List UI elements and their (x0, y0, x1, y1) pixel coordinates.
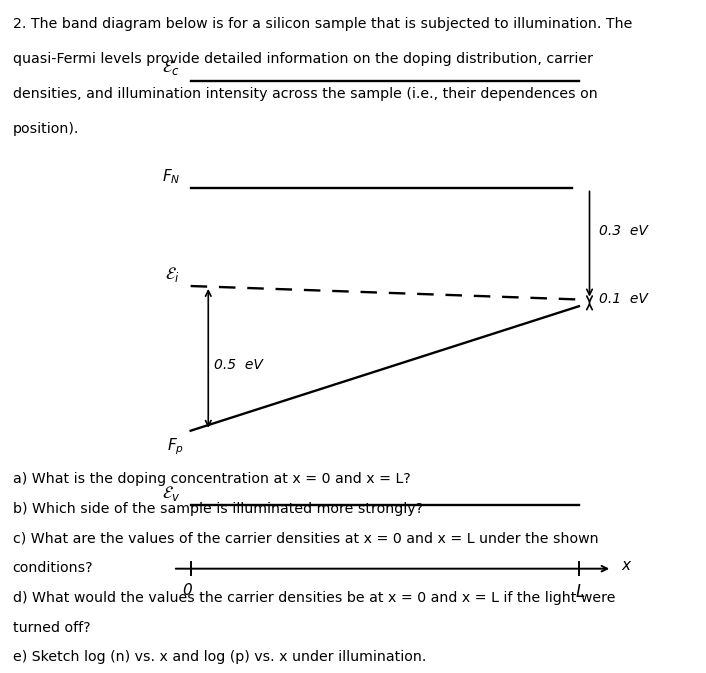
Text: c) What are the values of the carrier densities at x = 0 and x = L under the sho: c) What are the values of the carrier de… (13, 532, 598, 546)
Text: d) What would the values the carrier densities be at x = 0 and x = L if the ligh: d) What would the values the carrier den… (13, 591, 615, 605)
Text: 0.1  eV: 0.1 eV (599, 293, 647, 306)
Text: b) Which side of the sample is illuminated more strongly?: b) Which side of the sample is illuminat… (13, 502, 423, 516)
Text: $F_p$: $F_p$ (167, 436, 184, 457)
Text: $\mathcal{E}_c$: $\mathcal{E}_c$ (162, 59, 180, 77)
Text: 0.3  eV: 0.3 eV (599, 223, 647, 238)
Text: quasi-Fermi levels provide detailed information on the doping distribution, carr: quasi-Fermi levels provide detailed info… (13, 52, 593, 66)
Text: x: x (621, 559, 630, 573)
Text: L: L (575, 583, 585, 602)
Text: 0.5  eV: 0.5 eV (214, 358, 263, 372)
Text: densities, and illumination intensity across the sample (i.e., their dependences: densities, and illumination intensity ac… (13, 87, 597, 101)
Text: $\mathcal{E}_v$: $\mathcal{E}_v$ (162, 484, 180, 503)
Text: $F_N$: $F_N$ (162, 168, 180, 186)
Text: conditions?: conditions? (13, 561, 93, 575)
Text: 0: 0 (182, 583, 192, 598)
Text: 2. The band diagram below is for a silicon sample that is subjected to illuminat: 2. The band diagram below is for a silic… (13, 17, 632, 31)
Text: e) Sketch log (n) vs. x and log (p) vs. x under illumination.: e) Sketch log (n) vs. x and log (p) vs. … (13, 650, 426, 664)
Text: turned off?: turned off? (13, 621, 90, 635)
Text: position).: position). (13, 122, 79, 136)
Text: $\mathcal{E}_i$: $\mathcal{E}_i$ (165, 265, 180, 284)
Text: a) What is the doping concentration at x = 0 and x = L?: a) What is the doping concentration at x… (13, 472, 410, 487)
